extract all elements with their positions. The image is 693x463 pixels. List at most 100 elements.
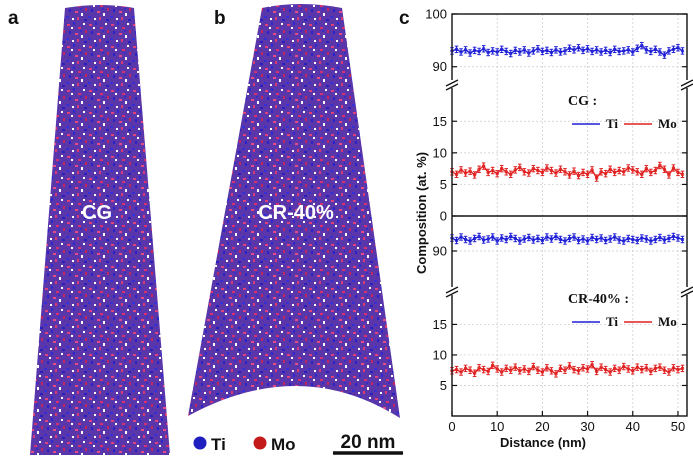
data-point: [676, 367, 680, 372]
data-point: [486, 50, 490, 55]
data-point: [617, 49, 621, 54]
data-point: [649, 239, 653, 243]
data-point: [653, 47, 658, 52]
data-point: [472, 173, 477, 177]
data-point: [454, 172, 459, 177]
data-point: [612, 47, 617, 52]
y-tick-label: 100: [425, 7, 447, 22]
data-point: [545, 366, 549, 370]
data-point: [477, 234, 481, 239]
data-point: [622, 364, 626, 369]
x-tick-label: 50: [671, 419, 685, 434]
data-point: [472, 236, 477, 241]
legend-label-ti: Ti: [606, 314, 618, 329]
data-point: [680, 237, 685, 242]
legend-label-mo: Mo: [658, 116, 677, 131]
axis-break-gap: [681, 80, 693, 88]
data-point: [549, 369, 554, 373]
data-point: [649, 369, 653, 374]
data-point: [509, 234, 513, 239]
data-point: [612, 235, 617, 239]
data-point: [599, 365, 603, 369]
data-point: [459, 370, 463, 374]
data-point: [495, 50, 499, 54]
data-point: [590, 235, 594, 240]
data-point: [504, 366, 508, 371]
legend-title: CG :: [568, 94, 597, 109]
data-point: [631, 50, 635, 54]
data-point: [590, 363, 594, 367]
legend-label-mo: Mo: [658, 314, 677, 329]
data-point: [522, 367, 527, 371]
data-point: [490, 49, 495, 53]
data-point: [644, 237, 649, 241]
data-point: [481, 47, 486, 51]
x-axis-label: Distance (nm): [500, 435, 586, 450]
data-point: [658, 365, 662, 369]
data-point: [617, 238, 621, 242]
data-point: [644, 366, 649, 370]
data-point: [635, 238, 639, 243]
tip-label-cr40: CR-40%: [258, 202, 334, 224]
data-point: [563, 368, 567, 372]
data-point: [631, 168, 635, 172]
data-point: [585, 239, 590, 243]
y-tick-label: 90: [433, 244, 447, 259]
data-point: [477, 366, 481, 370]
data-point: [603, 171, 608, 176]
data-point: [603, 367, 608, 372]
x-tick-label: 40: [626, 419, 640, 434]
data-point: [581, 366, 585, 370]
data-point: [540, 170, 545, 175]
data-point: [649, 170, 653, 175]
mo-legend-label: Mo: [271, 435, 296, 454]
panel-label-a: a: [8, 8, 19, 29]
data-point: [667, 236, 671, 241]
data-point: [658, 163, 662, 168]
data-point: [567, 236, 572, 241]
data-point: [644, 48, 649, 52]
axis-break-mark: [445, 286, 459, 294]
data-point: [658, 235, 662, 240]
series-line-mo: [451, 363, 683, 375]
data-point: [481, 164, 486, 168]
x-tick-label: 30: [580, 419, 594, 434]
data-point: [540, 370, 545, 374]
data-point: [468, 368, 472, 372]
data-point: [527, 51, 531, 55]
data-point: [563, 170, 567, 174]
y-tick-label: 0: [440, 209, 447, 224]
data-point: [640, 367, 644, 372]
axis-break-mark: [680, 290, 693, 298]
data-point: [536, 236, 540, 241]
data-point: [617, 368, 621, 372]
series-line-mo: [451, 164, 683, 180]
data-point: [581, 170, 585, 175]
data-point: [509, 368, 513, 372]
data-point: [500, 166, 504, 171]
data-point: [504, 170, 508, 174]
data-point: [472, 371, 477, 375]
data-point: [572, 367, 576, 372]
data-point: [558, 50, 563, 54]
data-point: [567, 173, 572, 177]
data-point: [509, 172, 513, 177]
series-line-ti: [451, 235, 683, 242]
axis-break-mark: [445, 79, 459, 87]
plot-frame: [451, 13, 688, 417]
data-point: [536, 47, 540, 51]
data-point: [644, 166, 649, 171]
data-point: [680, 49, 685, 53]
data-point: [513, 365, 517, 369]
data-point: [486, 237, 490, 241]
data-point: [554, 372, 558, 376]
data-point: [649, 49, 653, 54]
data-point: [549, 50, 554, 55]
apt-tip-cg: [30, 5, 170, 455]
data-point: [680, 366, 685, 371]
data-point: [454, 47, 459, 52]
y-tick-label: 15: [433, 317, 447, 332]
data-point: [640, 236, 644, 240]
data-point: [671, 234, 676, 239]
